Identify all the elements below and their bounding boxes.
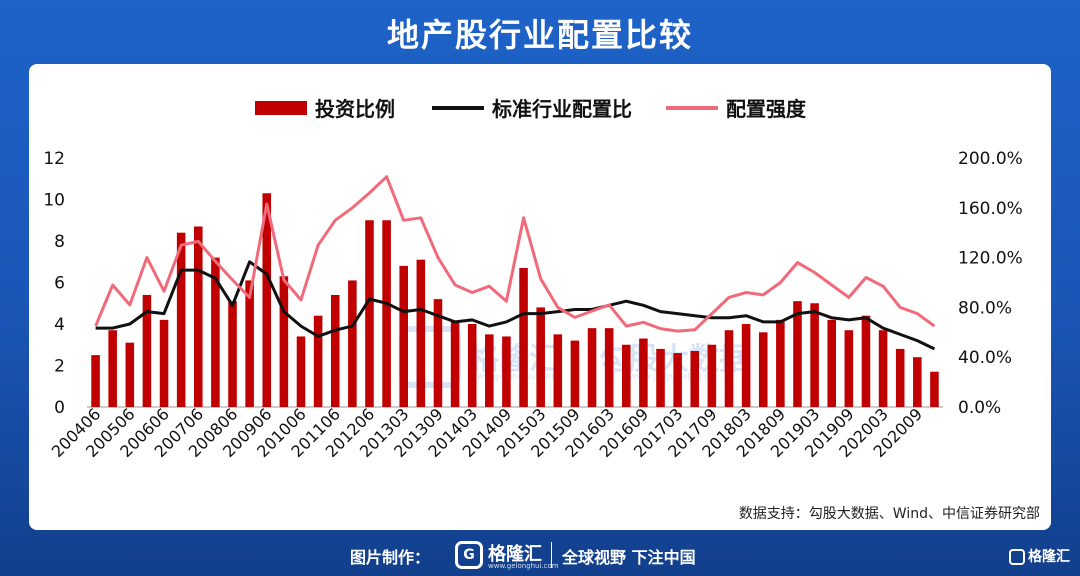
bar [570, 340, 580, 407]
bar [793, 301, 802, 407]
bar [176, 232, 186, 407]
footer-brand-url: www.gelonghui.com [488, 562, 559, 570]
bar [296, 336, 306, 407]
bar [450, 321, 460, 407]
legend-label: 投资比例 [315, 97, 395, 121]
bar [553, 334, 563, 407]
bar [467, 324, 477, 407]
bar [125, 342, 135, 407]
bar [108, 330, 117, 407]
bar [433, 299, 443, 407]
bar [91, 355, 100, 407]
legend-label: 标准行业配置比 [492, 97, 632, 121]
allocation-intensity-line [94, 175, 936, 333]
y-left-tick-label: 2 [54, 357, 65, 377]
bar [810, 303, 819, 407]
bar [159, 319, 169, 407]
bar [228, 301, 237, 407]
bar [365, 220, 374, 407]
y-right-tick-label: 0.0% [958, 398, 1001, 418]
bar [194, 226, 203, 407]
bar [758, 332, 768, 407]
bar [707, 344, 717, 407]
y-right-tick-label: 120.0% [958, 249, 1023, 269]
bar [519, 267, 528, 407]
y-right-tick-label: 160.0% [958, 199, 1023, 219]
legend-swatch-bar [255, 101, 307, 115]
legend-label: 配置强度 [726, 97, 807, 121]
y-right-tick-label: 200.0% [958, 149, 1023, 169]
y-left-tick-label: 4 [54, 315, 65, 335]
bar [279, 276, 289, 407]
bar [502, 336, 511, 407]
bar [741, 324, 751, 407]
y-left-tick-label: 12 [43, 149, 65, 169]
bar [622, 344, 631, 407]
bar [724, 330, 734, 407]
y-right-tick-label: 80.0% [958, 298, 1012, 318]
footer-brand: 格隆汇 [488, 544, 542, 565]
footer-divider [551, 542, 552, 568]
bar [348, 280, 357, 407]
corner-brand-text: 格隆汇 [1028, 549, 1070, 565]
bar [913, 357, 922, 407]
corner-logo-icon [1009, 549, 1025, 565]
footer: 图片制作： G 格隆汇 www.gelonghui.com 全球视野 下注中国 … [0, 538, 1080, 574]
y-left-tick-label: 0 [54, 398, 65, 418]
bar [604, 328, 614, 407]
bar [844, 330, 854, 407]
standard-ratio-line [95, 260, 936, 351]
bar [245, 280, 254, 407]
footer-logo-icon: G [455, 541, 483, 569]
bar [416, 259, 426, 407]
footer-label: 图片制作： [350, 548, 431, 567]
source-note: 数据支持：勾股大数据、Wind、中信证券研究部 [738, 506, 1040, 522]
y-left-tick-label: 10 [43, 191, 65, 211]
bar [587, 328, 597, 407]
bar [673, 353, 682, 407]
bar [656, 348, 665, 407]
bar-series [91, 193, 939, 407]
bar [262, 193, 272, 407]
page-title: 地产股行业配置比较 [386, 16, 693, 54]
bar [776, 319, 785, 407]
footer-slogan: 全球视野 下注中国 [562, 548, 696, 567]
bar [330, 294, 340, 407]
bar [878, 330, 888, 407]
bar [211, 257, 220, 407]
bar [690, 350, 700, 407]
bar [399, 265, 408, 407]
y-right-tick-label: 40.0% [958, 348, 1012, 368]
y-left-tick-label: 8 [54, 232, 65, 252]
bar [313, 315, 323, 407]
bar [895, 348, 905, 407]
bar [382, 220, 391, 407]
corner-brand: 格隆汇 [1009, 546, 1070, 566]
bar [861, 315, 871, 407]
bar [639, 338, 648, 407]
bar [142, 294, 152, 407]
bar [930, 371, 939, 407]
bar [536, 307, 545, 407]
bar [485, 334, 494, 407]
chart-legend: 投资比例 标准行业配置比 配置强度 [255, 97, 807, 121]
y-left-tick-label: 6 [54, 274, 65, 294]
bar [827, 319, 836, 407]
